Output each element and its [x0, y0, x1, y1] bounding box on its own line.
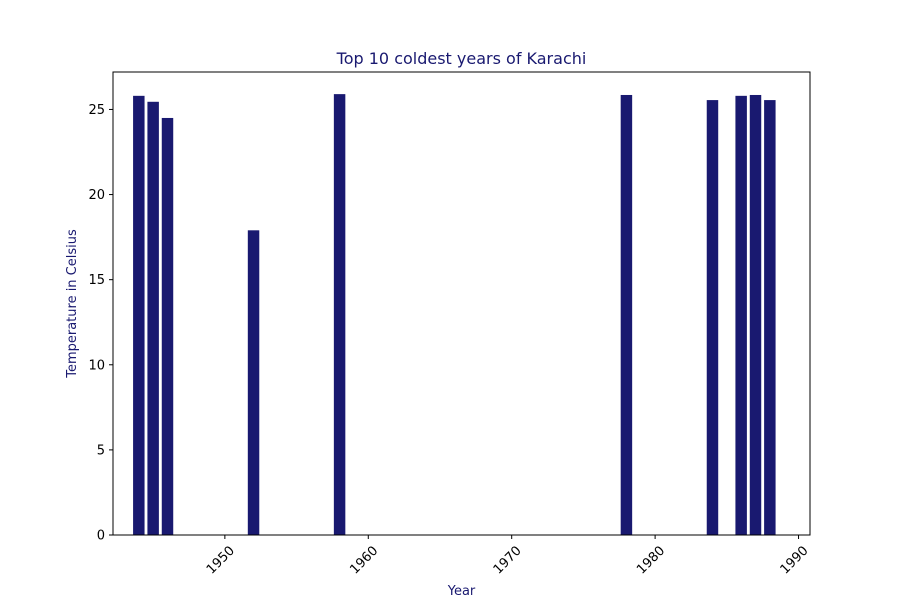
bar-1958 — [333, 94, 346, 535]
bars — [133, 94, 776, 536]
y-tick-label: 5 — [97, 443, 105, 458]
bar-1978 — [620, 94, 633, 535]
bar-1988 — [764, 100, 776, 535]
bar-1944 — [133, 95, 145, 535]
y-tick-label: 20 — [88, 188, 105, 203]
y-axis-label: Temperature in Celsius — [65, 229, 80, 379]
y-tick-label: 25 — [88, 103, 105, 118]
y-tick-label: 10 — [88, 358, 105, 373]
chart-title: Top 10 coldest years of Karachi — [336, 49, 587, 68]
plot-area-frame — [112, 71, 811, 536]
bar-1987 — [749, 94, 762, 535]
bar-1984 — [706, 100, 719, 535]
y-tick-label: 0 — [97, 529, 105, 544]
y-tick-label: 15 — [88, 273, 105, 288]
x-axis-label: Year — [447, 584, 476, 599]
bar-1946 — [161, 117, 174, 536]
bar-1986 — [735, 95, 747, 535]
bar-1952 — [247, 230, 260, 535]
y-axis: 0 5 10 15 20 25 — [88, 103, 113, 544]
bar-1945 — [147, 101, 159, 535]
